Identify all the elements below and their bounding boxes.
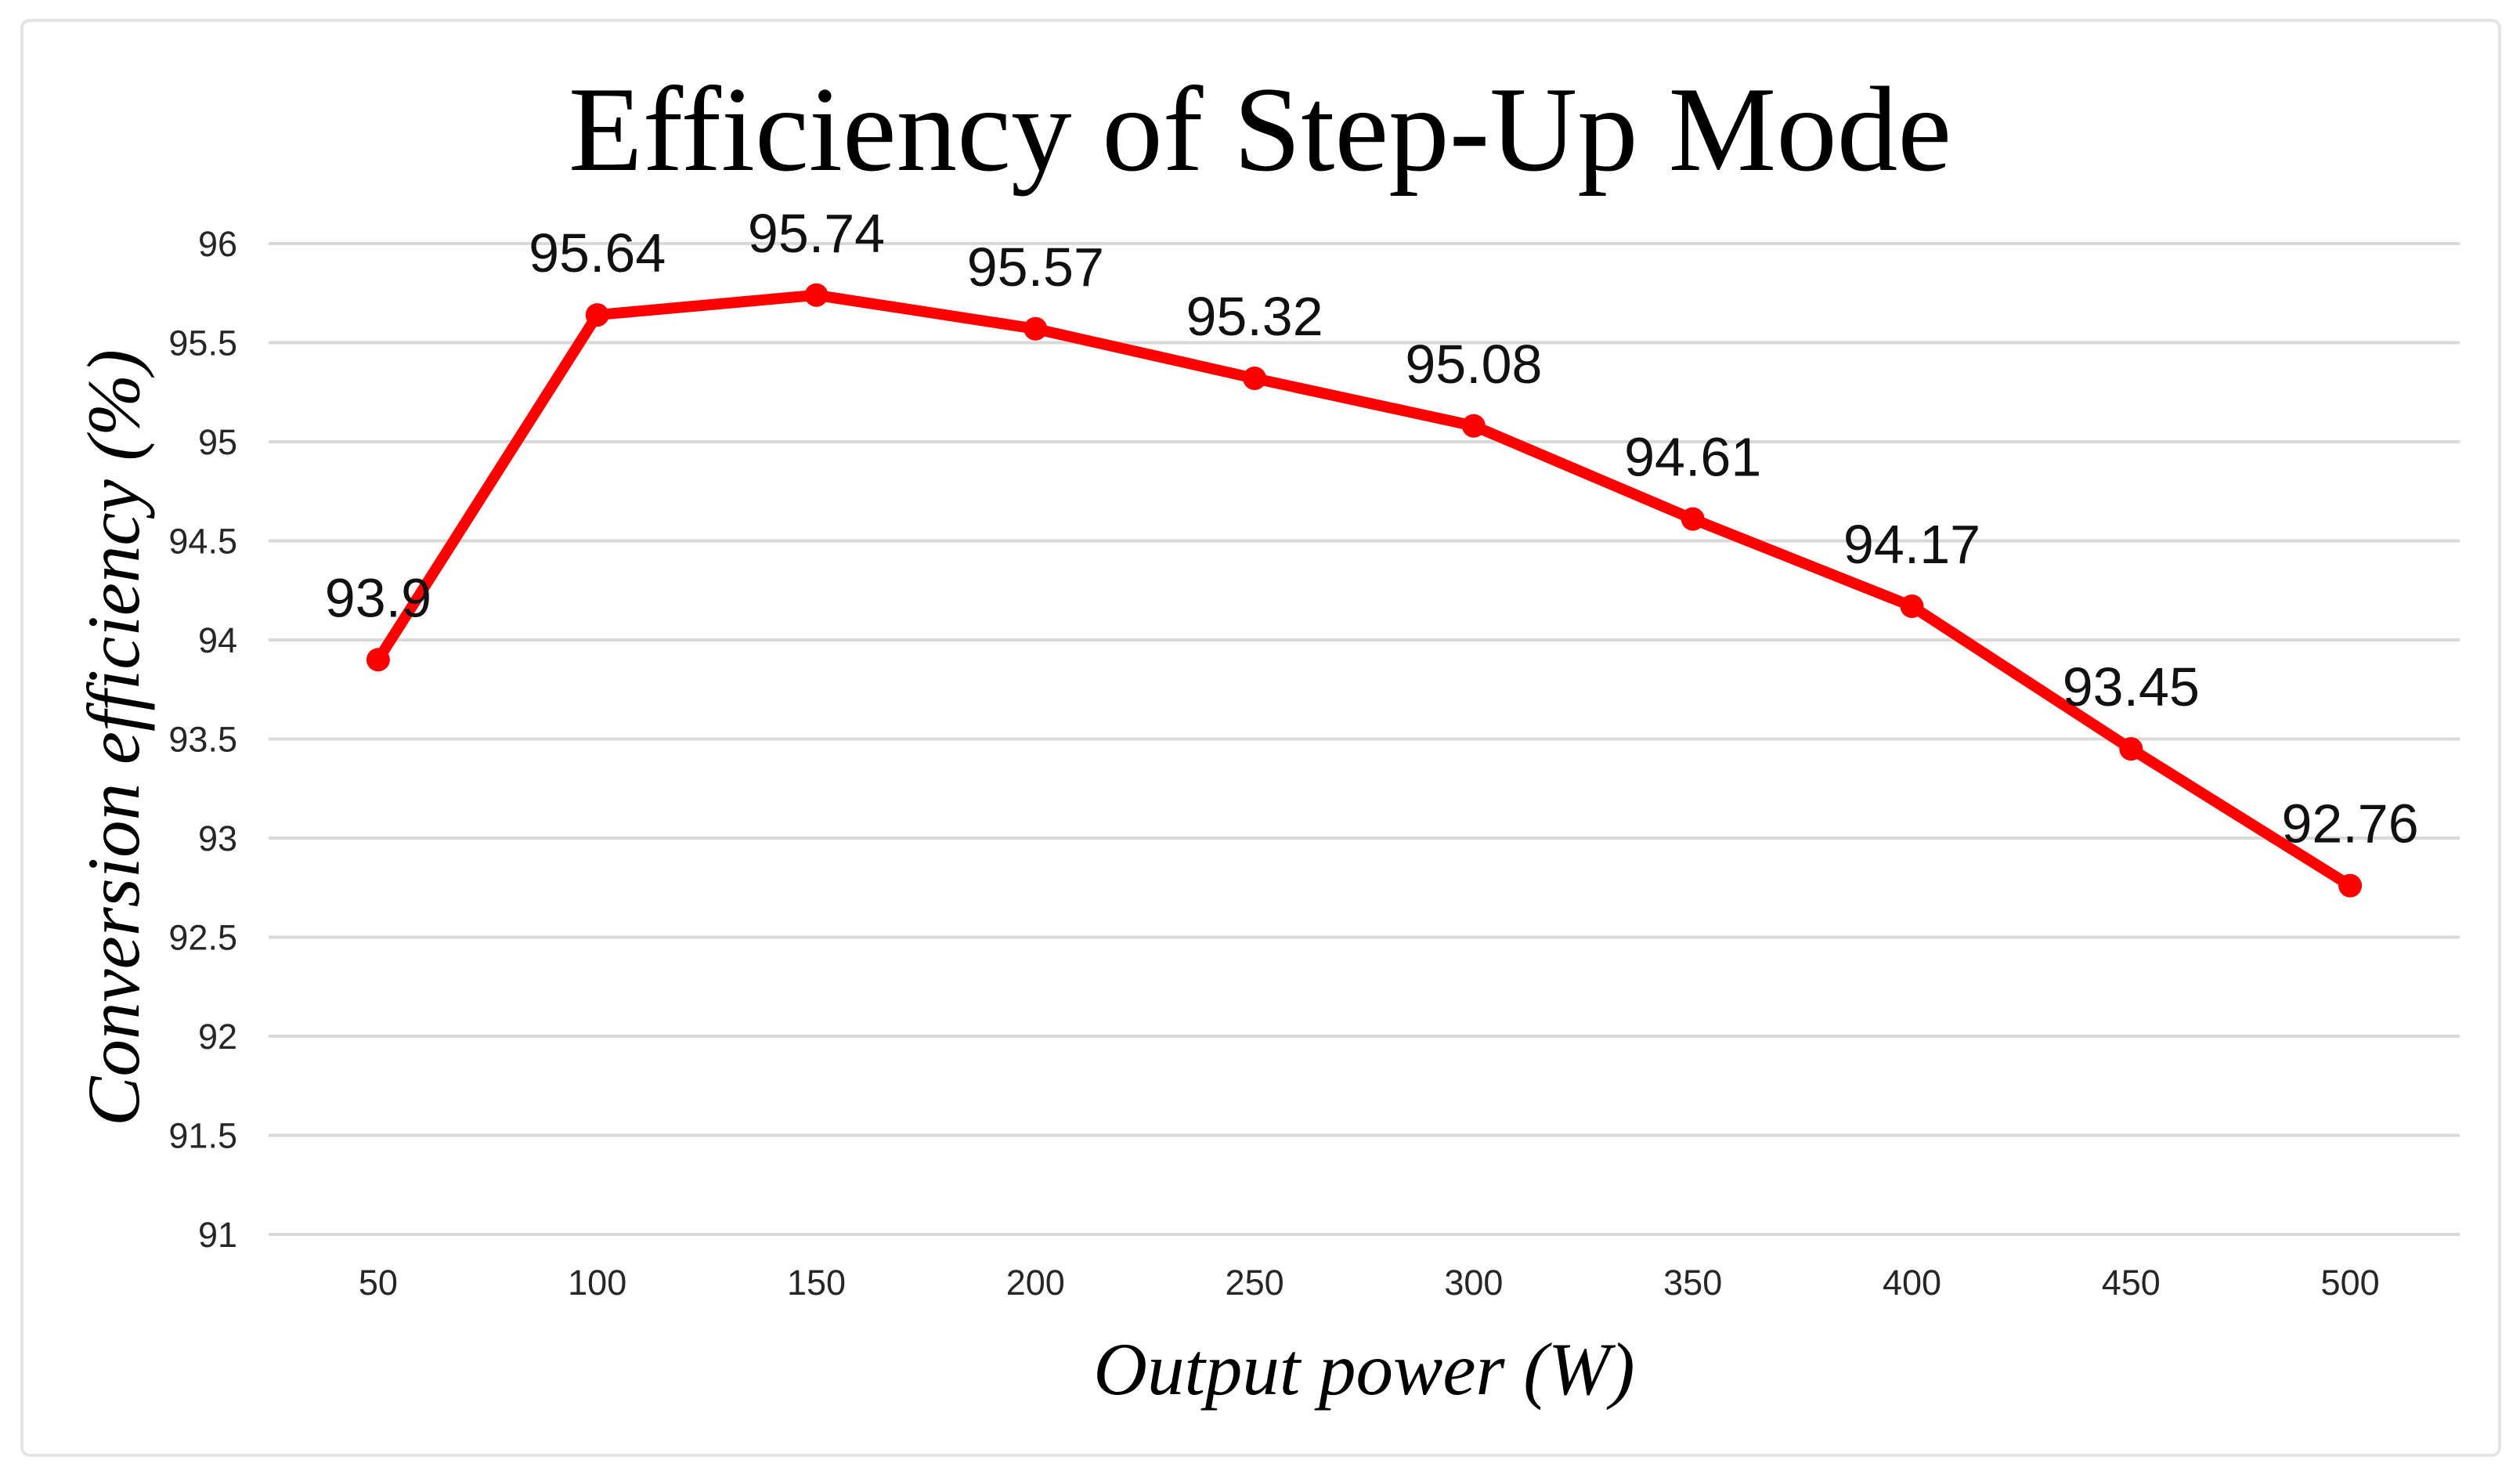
data-point-marker [1243,367,1267,391]
chart-title: Efficiency of Step-Up Mode [568,62,1952,197]
y-tick-label: 95.5 [168,323,237,363]
x-tick-label: 150 [787,1263,846,1303]
data-label: 95.08 [1405,334,1542,395]
data-label: 95.32 [1186,286,1323,347]
gridlines [269,242,2460,1236]
y-tick-label: 94 [198,620,237,660]
x-tick-label: 200 [1006,1263,1065,1303]
data-point-marker [1024,316,1048,341]
data-point-marker [1900,594,1924,618]
data-label: 95.74 [748,203,885,264]
y-tick-label: 91 [198,1215,237,1255]
x-tick-label: 350 [1663,1263,1722,1303]
x-axis-tick-labels: 50 100 150 200 250 300 350 400 450 500 [359,1263,2380,1303]
y-tick-label: 92 [198,1017,237,1057]
y-axis-tick-labels: 91 91.5 92 92.5 93 93.5 94 94.5 95 95.5 96 [168,224,237,1255]
data-point-marker [1461,414,1486,438]
data-label: 95.57 [967,237,1104,298]
data-label: 94.17 [1843,514,1980,575]
x-tick-label: 250 [1226,1263,1284,1303]
x-tick-label: 500 [2321,1263,2380,1303]
data-point-marker [2119,737,2143,761]
x-tick-label: 400 [1883,1263,1941,1303]
series-line [372,289,2356,891]
y-tick-label: 96 [198,224,237,264]
y-tick-label: 92.5 [168,918,237,958]
x-tick-label: 50 [359,1263,398,1303]
data-point-marker [585,303,609,327]
y-tick-label: 94.5 [168,522,237,562]
data-label: 92.76 [2282,793,2419,855]
data-series [366,283,2363,898]
y-tick-label: 95 [198,422,237,462]
data-label: 93.9 [325,567,431,628]
data-label: 94.61 [1624,427,1761,488]
data-point-marker [1681,507,1705,531]
y-tick-label: 91.5 [168,1116,237,1156]
x-tick-label: 300 [1444,1263,1503,1303]
x-axis-title: Output power (W) [1093,1328,1635,1411]
data-label: 93.45 [2063,656,2200,717]
data-labels: 93.9 95.64 95.74 95.57 95.32 95.08 94.61 94.17 9… [325,203,2419,855]
data-point-marker [804,283,829,307]
y-tick-label: 93 [198,819,237,858]
data-point-marker [366,648,390,672]
x-tick-label: 450 [2102,1263,2161,1303]
data-label: 95.64 [529,222,666,284]
x-tick-label: 100 [568,1263,626,1303]
data-point-marker [2338,873,2363,898]
y-tick-label: 93.5 [168,720,237,760]
